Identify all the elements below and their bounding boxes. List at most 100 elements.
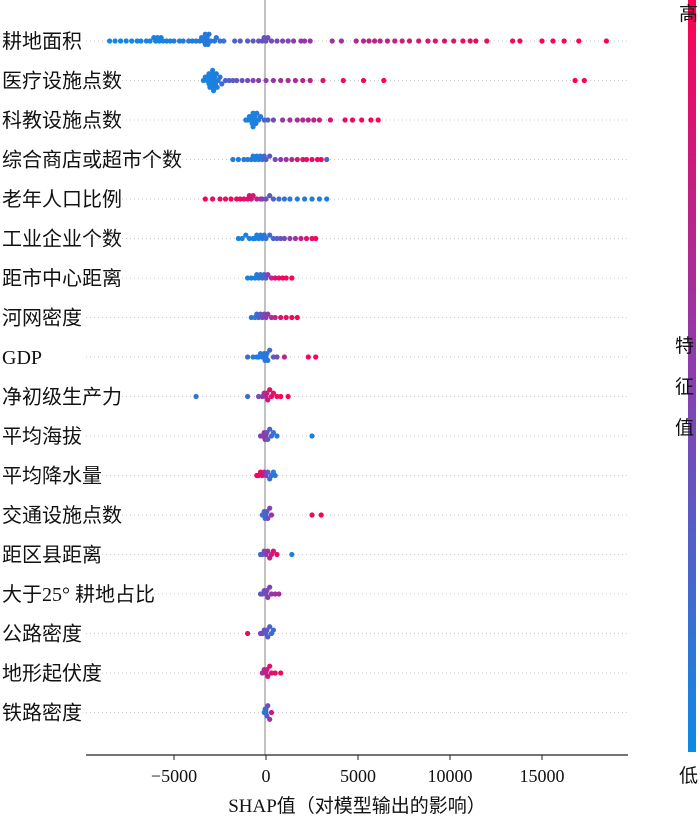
- shap-point: [256, 393, 262, 400]
- shap-point: [432, 38, 438, 44]
- x-tick-label: −5000: [151, 766, 197, 786]
- shap-point: [399, 38, 405, 44]
- shap-point: [381, 77, 387, 84]
- shap-point: [309, 196, 315, 202]
- shap-point: [316, 196, 322, 202]
- shap-point: [245, 156, 251, 163]
- shap-point: [285, 393, 291, 400]
- shap-point: [359, 117, 365, 123]
- shap-point: [307, 77, 313, 84]
- shap-point: [270, 196, 276, 202]
- shap-point: [265, 469, 271, 475]
- shap-point: [291, 38, 297, 44]
- shap-point: [392, 38, 398, 44]
- shap-point: [276, 591, 282, 597]
- shap-point: [267, 153, 273, 159]
- shap-point: [281, 354, 287, 360]
- feature-label: 综合商店或超市个数: [2, 149, 182, 172]
- shap-point: [134, 38, 140, 44]
- shap-point: [280, 275, 286, 281]
- shap-point: [267, 505, 273, 511]
- shap-point: [118, 38, 124, 44]
- shap-point: [287, 235, 293, 242]
- shap-point: [206, 31, 212, 37]
- shap-point: [278, 393, 284, 400]
- shap-point: [276, 275, 282, 281]
- shap-point: [281, 196, 287, 202]
- shap-point: [267, 387, 273, 393]
- shap-point: [314, 156, 321, 163]
- shap-point: [245, 354, 251, 360]
- shap-point: [307, 38, 313, 44]
- shap-point: [180, 38, 186, 44]
- feature-label: 大于25° 耕地占比: [2, 583, 155, 606]
- shap-point: [349, 117, 356, 123]
- shap-point: [217, 38, 223, 44]
- colorbar-title-char-2: 征: [675, 376, 694, 398]
- shap-point: [572, 77, 578, 84]
- shap-point: [222, 77, 229, 84]
- x-ticks: −5000 0 5000 10000 15000: [151, 755, 565, 786]
- shap-point: [292, 77, 298, 84]
- x-tick-label: 0: [262, 766, 271, 786]
- shap-point: [272, 314, 278, 321]
- shap-point: [272, 591, 278, 597]
- shap-point: [193, 393, 199, 400]
- shap-point: [272, 670, 278, 676]
- shap-point: [274, 38, 280, 44]
- shap-point: [309, 235, 315, 242]
- shap-point: [239, 77, 245, 84]
- shap-point: [539, 38, 545, 44]
- shap-point: [143, 38, 149, 44]
- shap-point: [298, 235, 304, 242]
- shap-point: [263, 156, 269, 163]
- shap-point: [316, 117, 322, 123]
- shap-point: [214, 84, 220, 90]
- shap-point: [294, 314, 300, 321]
- shap-point: [287, 196, 293, 202]
- shap-point: [268, 709, 275, 716]
- shap-point: [294, 196, 300, 202]
- shap-point: [263, 235, 269, 242]
- shap-point: [202, 196, 208, 202]
- feature-label: 铁路密度: [2, 702, 82, 725]
- shap-point: [287, 117, 293, 123]
- feature-label: 平均海拔: [2, 425, 82, 448]
- shap-point: [300, 77, 306, 84]
- x-tick-label: 5000: [340, 766, 376, 786]
- shap-point: [268, 275, 275, 281]
- shap-point: [283, 275, 289, 281]
- shap-point: [274, 551, 280, 558]
- feature-label: 交通设施点数: [2, 504, 122, 527]
- shap-point: [265, 515, 271, 522]
- shap-point: [267, 426, 273, 432]
- shap-point: [265, 594, 271, 601]
- shap-point: [265, 436, 271, 442]
- feature-label: 耕地面积: [2, 30, 82, 53]
- shap-point: [213, 71, 219, 77]
- shap-point: [309, 433, 315, 439]
- shap-point: [318, 156, 324, 163]
- shap-point: [171, 38, 177, 44]
- shap-point: [561, 38, 567, 44]
- shap-point: [338, 38, 344, 44]
- shap-point: [281, 235, 287, 242]
- shap-point: [230, 156, 236, 163]
- shap-point: [276, 196, 282, 202]
- shap-point: [221, 38, 227, 44]
- shap-point: [210, 196, 216, 202]
- shap-point: [217, 196, 223, 202]
- shap-point: [230, 77, 236, 84]
- shap-point: [303, 235, 310, 242]
- shap-point: [245, 77, 251, 84]
- shap-point: [257, 114, 264, 120]
- shap-point: [265, 311, 271, 317]
- shap-point: [241, 156, 247, 163]
- shap-point: [270, 235, 276, 242]
- shap-point: [311, 117, 317, 123]
- shap-point: [265, 634, 271, 640]
- shap-point: [517, 38, 523, 44]
- shap-point: [234, 196, 240, 202]
- shap-point: [484, 38, 490, 44]
- shap-point: [228, 196, 234, 202]
